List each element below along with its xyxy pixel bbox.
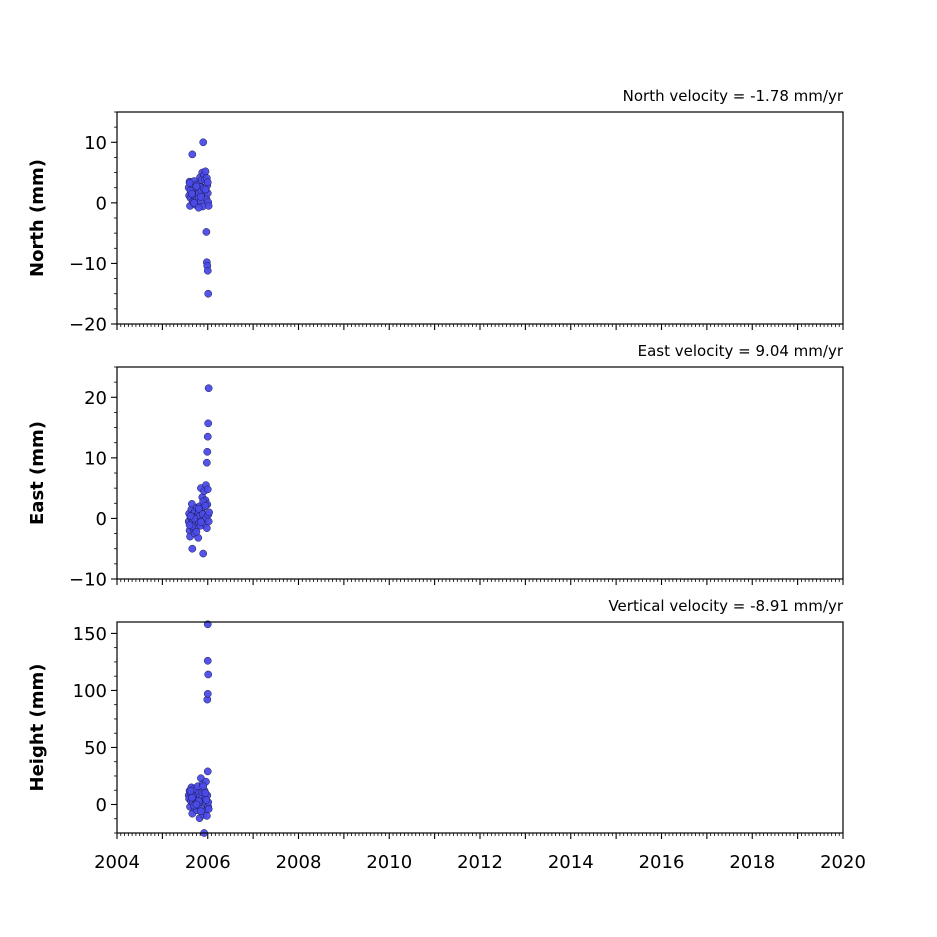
data-point (188, 544, 197, 553)
panel-title: North velocity = -1.78 mm/yr (623, 87, 844, 105)
data-point (197, 192, 205, 201)
data-point (204, 289, 213, 298)
data-point (203, 266, 212, 275)
panel-3: Vertical velocity = -8.91 mm/yr Height (m… (27, 597, 866, 873)
data-point (204, 805, 213, 813)
data-point (188, 793, 196, 802)
data-point (192, 800, 201, 809)
data-point (186, 786, 195, 795)
axes-frame (116, 111, 844, 325)
y-tick-label: 100 (73, 681, 107, 702)
data-point (199, 138, 208, 147)
data-point (203, 485, 212, 494)
panel-title: Vertical velocity = -8.91 mm/yr (608, 597, 843, 615)
data-points (184, 620, 213, 837)
data-point (203, 178, 212, 187)
data-point (197, 518, 205, 526)
axes-frame (116, 621, 844, 834)
y-tick-label: 50 (84, 738, 107, 759)
data-point (185, 179, 194, 187)
data-point (188, 150, 197, 159)
x-tick-label: 2010 (366, 852, 412, 873)
data-point (201, 501, 210, 510)
x-tick-label: 2014 (548, 852, 594, 873)
data-points (184, 384, 213, 558)
data-point (202, 796, 211, 804)
y-tick-label: 0 (96, 509, 107, 530)
y-axis-label: Height (mm) (27, 664, 48, 792)
data-point (204, 384, 213, 393)
y-tick-label: 20 (84, 388, 107, 409)
data-point (197, 807, 205, 816)
data-point (192, 182, 201, 191)
data-point (202, 524, 211, 532)
chart-panels: North velocity = -1.78 mm/yr North (mm) −2… (27, 87, 866, 873)
data-point (201, 185, 210, 194)
x-tick-label: 2018 (729, 852, 775, 873)
data-point (203, 767, 212, 776)
y-tick-label: 10 (84, 133, 107, 154)
data-point (192, 527, 201, 536)
x-tick-label: 2004 (94, 852, 140, 873)
data-point (202, 228, 211, 236)
data-point (203, 432, 212, 441)
y-tick-label: 0 (96, 795, 107, 816)
y-tick-label: −10 (69, 570, 107, 591)
data-point (204, 670, 213, 679)
data-point (190, 199, 198, 207)
data-point (199, 549, 208, 558)
panel-title: East velocity = 9.04 mm/yr (638, 342, 844, 360)
data-point (204, 517, 213, 526)
y-axis-label: North (mm) (27, 159, 48, 277)
data-point (188, 189, 196, 198)
y-tick-label: −20 (69, 315, 107, 336)
x-tick-label: 2012 (457, 852, 503, 873)
y-tick-label: 0 (96, 193, 107, 214)
panel-2: East velocity = 9.04 mm/yr East (mm) −10 0 1… (27, 342, 844, 591)
axes-frame (116, 366, 844, 580)
data-point (199, 782, 208, 791)
panel-1: North velocity = -1.78 mm/yr North (mm) −2… (27, 87, 844, 336)
data-point (203, 656, 212, 665)
y-axis-label: East (mm) (27, 421, 48, 525)
data-point (201, 789, 210, 797)
data-point (194, 504, 203, 513)
y-tick-label: 10 (84, 448, 107, 469)
x-tick-label: 2008 (276, 852, 322, 873)
data-point (186, 512, 195, 520)
y-tick-label: −10 (69, 254, 107, 275)
data-point (203, 447, 212, 456)
data-point (205, 508, 213, 517)
x-tick-label: 2006 (185, 852, 231, 873)
x-tick-label: 2020 (820, 852, 866, 873)
data-point (201, 167, 210, 176)
data-point (185, 521, 194, 529)
data-point (202, 812, 211, 820)
x-tick-label: 2016 (639, 852, 685, 873)
y-tick-label: 150 (73, 624, 107, 645)
data-point (203, 690, 212, 698)
data-point (204, 419, 213, 428)
data-point (202, 458, 211, 467)
data-point (194, 203, 203, 212)
data-points (184, 138, 213, 298)
data-point (204, 202, 213, 210)
